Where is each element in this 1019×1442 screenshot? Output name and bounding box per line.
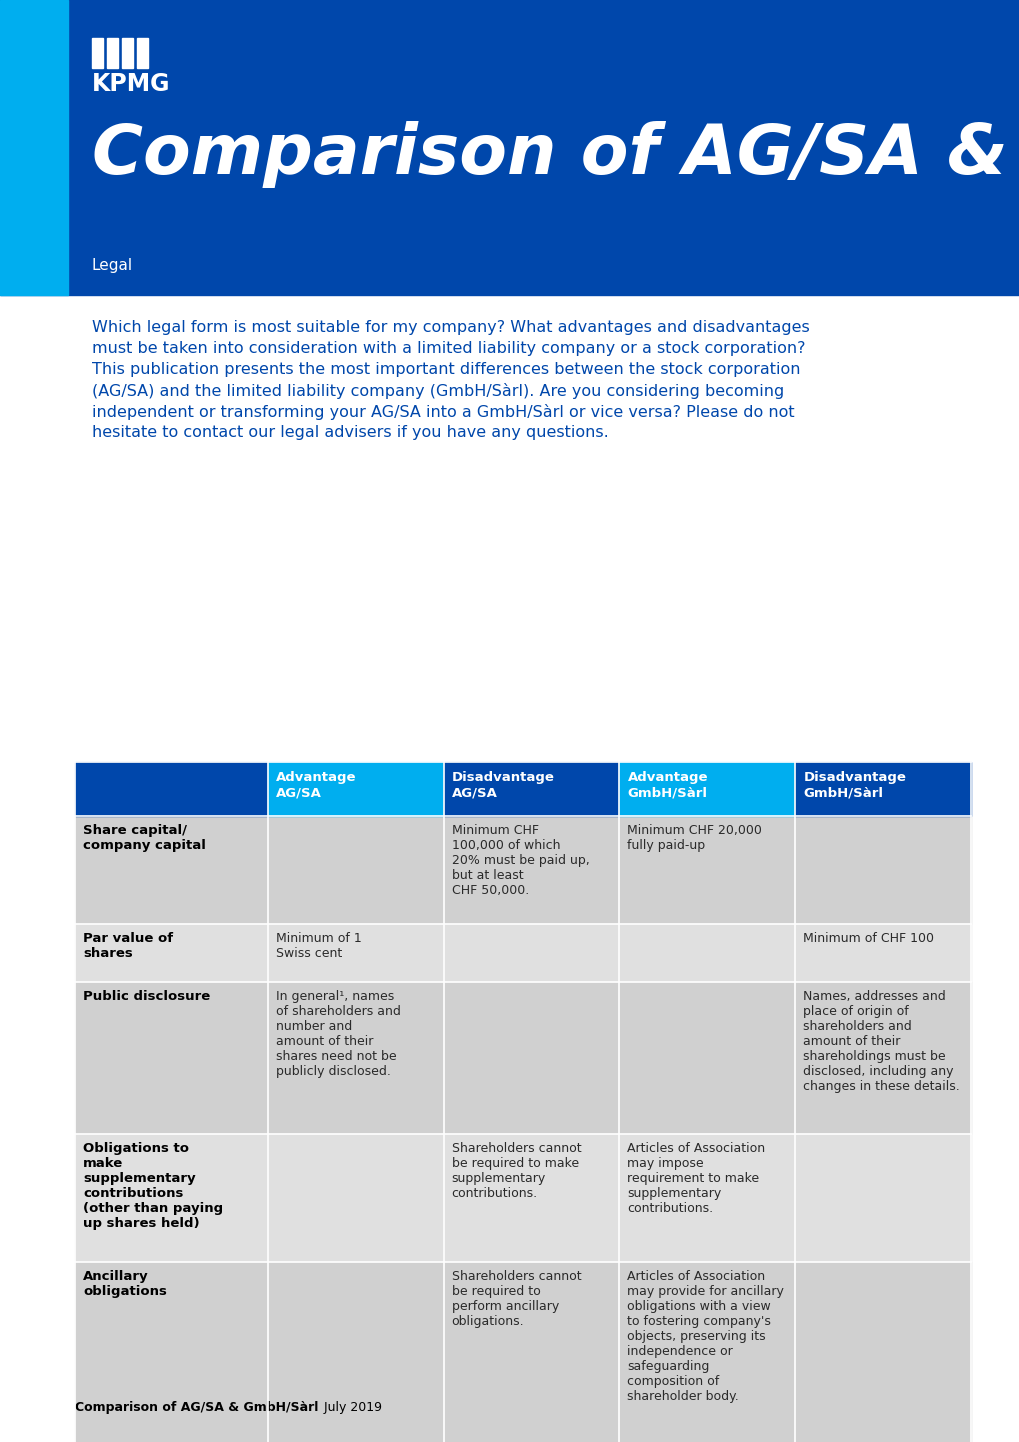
Bar [92,37,103,68]
Text: independent or transforming your AG/SA into a GmbH/Sàrl or vice versa? Please do: independent or transforming your AG/SA i… [92,404,794,420]
Bar [268,816,443,924]
Bar [443,982,619,1133]
Text: Obligations to
make
supplementary
contributions
(other than paying
up shares hel: Obligations to make supplementary contri… [83,1142,223,1230]
Text: Names, addresses and
place of origin of
shareholders and
amount of their
shareho: Names, addresses and place of origin of … [803,991,959,1093]
Bar [0,0,68,296]
Bar [795,1133,970,1262]
Text: Par value of
shares: Par value of shares [83,932,173,960]
Bar [137,37,148,68]
Bar [443,761,619,816]
Bar [268,761,443,816]
Text: (AG/SA) and the limited liability company (GmbH/Sàrl). Are you considering becom: (AG/SA) and the limited liability compan… [92,384,784,399]
Text: hesitate to contact our legal advisers if you have any questions.: hesitate to contact our legal advisers i… [92,425,608,440]
Text: Minimum CHF
100,000 of which
20% must be paid up,
but at least
CHF 50,000.: Minimum CHF 100,000 of which 20% must be… [451,823,589,897]
Bar [75,982,268,1133]
Text: In general¹, names
of shareholders and
number and
amount of their
shares need no: In general¹, names of shareholders and n… [275,991,400,1079]
Text: Minimum of 1
Swiss cent: Minimum of 1 Swiss cent [275,932,362,960]
Text: Ancillary
obligations: Ancillary obligations [83,1270,167,1298]
Bar [443,1133,619,1262]
Bar [619,816,795,924]
Text: must be taken into consideration with a limited liability company or a stock cor: must be taken into consideration with a … [92,340,805,356]
Bar [75,924,268,982]
Text: Shareholders cannot
be required to
perform ancillary
obligations.: Shareholders cannot be required to perfo… [451,1270,581,1328]
Bar [795,924,970,982]
Text: Comparison of AG/SA & GmbH/Sàrl: Comparison of AG/SA & GmbH/Sàrl [92,118,1019,187]
Text: Disadvantage
AG/SA: Disadvantage AG/SA [451,771,554,799]
Text: Legal: Legal [92,258,133,273]
Bar [619,761,795,816]
Text: Which legal form is most suitable for my company? What advantages and disadvanta: Which legal form is most suitable for my… [92,320,809,335]
Text: KPMG: KPMG [92,72,170,97]
Bar [795,1262,970,1442]
Bar [268,1133,443,1262]
Bar [75,816,268,924]
Bar [75,1133,268,1262]
Bar [619,1262,795,1442]
Bar [75,761,268,816]
Text: Share capital/
company capital: Share capital/ company capital [83,823,206,852]
Bar [268,1262,443,1442]
Bar [443,1262,619,1442]
Text: Minimum of CHF 100: Minimum of CHF 100 [803,932,933,945]
Text: Comparison of AG/SA & GmbH/Sàrl: Comparison of AG/SA & GmbH/Sàrl [75,1402,318,1415]
Bar [443,816,619,924]
Bar [619,924,795,982]
Bar [619,1133,795,1262]
Text: Articles of Association
may impose
requirement to make
supplementary
contributio: Articles of Association may impose requi… [627,1142,765,1216]
Bar [268,924,443,982]
Bar [795,816,970,924]
Text: July 2019: July 2019 [320,1402,382,1415]
Text: Shareholders cannot
be required to make
supplementary
contributions.: Shareholders cannot be required to make … [451,1142,581,1200]
Bar [795,982,970,1133]
Text: This publication presents the most important differences between the stock corpo: This publication presents the most impor… [92,362,800,376]
Bar [795,761,970,816]
Text: Articles of Association
may provide for ancillary
obligations with a view
to fos: Articles of Association may provide for … [627,1270,784,1403]
Bar [0,0,1019,296]
Text: Disadvantage
GmbH/Sàrl: Disadvantage GmbH/Sàrl [803,771,905,799]
Bar [443,924,619,982]
Bar [619,982,795,1133]
Text: Public disclosure: Public disclosure [83,991,210,1004]
Bar [107,37,118,68]
Text: Advantage
AG/SA: Advantage AG/SA [275,771,356,799]
Bar [75,1262,268,1442]
Bar [268,982,443,1133]
Text: Minimum CHF 20,000
fully paid-up: Minimum CHF 20,000 fully paid-up [627,823,761,852]
Text: Advantage
GmbH/Sàrl: Advantage GmbH/Sàrl [627,771,707,799]
Bar [122,37,132,68]
